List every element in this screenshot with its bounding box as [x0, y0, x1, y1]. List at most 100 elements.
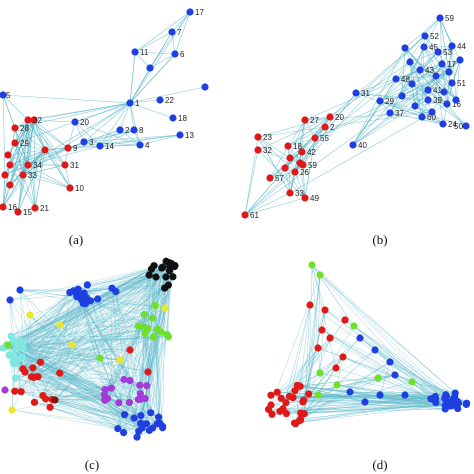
edge — [15, 378, 150, 431]
node-label: 27 — [310, 116, 319, 125]
graph-node — [96, 142, 104, 150]
edge — [97, 298, 125, 415]
graph-node — [120, 375, 128, 384]
graph-node — [9, 357, 17, 365]
graph-node — [299, 398, 307, 406]
graph-node — [273, 388, 281, 396]
graph-node — [301, 116, 309, 124]
edge — [9, 164, 71, 189]
edge — [74, 121, 101, 147]
edge — [59, 276, 174, 374]
graph-node — [281, 164, 289, 172]
edge — [14, 142, 29, 166]
graph-node — [165, 259, 173, 267]
graph-node — [308, 261, 316, 269]
graph-node — [0, 203, 7, 211]
graph-node — [298, 148, 306, 156]
edge — [22, 174, 36, 209]
panel-c-edges — [2, 261, 176, 438]
edge — [431, 91, 445, 113]
graph-node — [186, 8, 194, 16]
graph-node — [11, 124, 19, 132]
edge — [14, 142, 24, 176]
node-label: 43 — [425, 66, 434, 75]
edge — [19, 287, 112, 291]
graph-node — [438, 60, 446, 68]
edge — [414, 99, 457, 107]
edge — [19, 289, 84, 304]
graph-node — [80, 138, 88, 146]
edge — [19, 289, 74, 291]
graph-node — [406, 58, 414, 66]
graph-node — [314, 391, 322, 399]
edge — [355, 69, 421, 94]
graph-node — [4, 341, 12, 349]
node-label: 21 — [40, 204, 49, 213]
graph-node — [41, 146, 49, 154]
edge — [427, 89, 467, 127]
graph-node — [439, 120, 447, 128]
edge — [329, 35, 426, 118]
edge — [74, 102, 131, 123]
panel-d-nodes — [264, 261, 471, 428]
edge — [311, 264, 446, 395]
graph-node — [286, 154, 294, 162]
edge — [269, 145, 289, 179]
edge — [324, 111, 433, 128]
edge — [90, 287, 165, 302]
edge — [427, 89, 448, 105]
graph-node — [107, 384, 115, 392]
edge — [336, 384, 451, 407]
graph-node — [26, 311, 34, 319]
panel-label-b: (b) — [372, 232, 387, 247]
edge — [111, 288, 138, 438]
edge — [355, 92, 423, 118]
edge — [17, 314, 145, 361]
graph-node — [61, 161, 69, 169]
graph-node — [442, 392, 451, 400]
edge — [45, 398, 135, 419]
graph-node — [300, 410, 308, 418]
edge — [118, 380, 131, 403]
panel-a-nodes: 17 11 7 6 22 1 18 2 8 13 20 4 14 3 9 28 29 32 34 31 33 10 16 15… — [0, 8, 209, 217]
edge — [8, 262, 170, 356]
node-label: 2 — [125, 126, 130, 135]
edge — [133, 336, 154, 419]
edge — [24, 314, 31, 373]
graph-node — [6, 296, 14, 304]
graph-node — [83, 281, 91, 289]
edge — [31, 376, 147, 386]
graph-node — [29, 364, 37, 372]
edge — [257, 136, 291, 194]
edge — [104, 276, 157, 401]
edge — [50, 407, 143, 429]
graph-node — [82, 293, 91, 302]
edge — [409, 61, 453, 84]
edge — [22, 294, 81, 370]
edge — [129, 102, 135, 131]
graph-node — [69, 287, 78, 295]
edge — [87, 268, 152, 286]
graph-node — [285, 392, 294, 400]
graph-node — [448, 79, 456, 87]
graph-node — [56, 321, 64, 329]
graph-node — [108, 284, 116, 292]
graph-node — [441, 405, 449, 413]
edge — [282, 304, 311, 409]
edge — [287, 119, 306, 147]
node-label: 15 — [23, 208, 32, 217]
graph-node — [321, 123, 329, 131]
edge — [244, 197, 306, 216]
graph-node — [424, 96, 432, 104]
edge — [138, 325, 140, 386]
edge — [150, 334, 168, 413]
graph-node — [137, 419, 145, 427]
edge — [174, 11, 191, 55]
graph-node — [100, 391, 108, 399]
edge — [171, 11, 191, 33]
edge — [303, 391, 351, 401]
graph-node — [297, 416, 305, 424]
graph-node — [176, 131, 184, 139]
edge — [284, 167, 306, 199]
